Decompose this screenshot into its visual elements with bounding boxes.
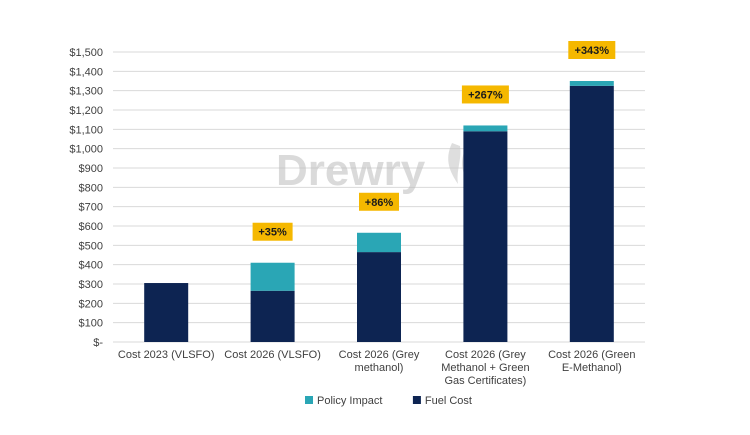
y-tick-label: $900 [79,163,103,175]
watermark-text: Drewry [276,146,426,195]
bar-policy-impact [569,81,614,86]
legend-label: Fuel Cost [425,395,472,407]
legend: Policy Impact Fuel Cost [305,395,472,407]
y-tick-label: $100 [79,318,103,330]
legend-label: Policy Impact [317,395,382,407]
x-category-label: Cost 2026 (Grey methanol) [339,349,420,374]
x-category-label-line: Cost 2026 (Green [548,349,635,361]
percent-badge [252,222,293,241]
bar-policy-impact [250,262,295,291]
y-tick-label: $600 [79,221,103,233]
bar-fuel-cost [569,85,614,342]
bar-policy-impact [357,232,401,253]
bar-policy-impact [463,125,508,132]
y-tick-label: $1,200 [69,105,103,117]
y-tick-label: $500 [79,240,103,252]
y-tick-label: $1,500 [69,47,103,59]
x-category-label-line: Methanol + Green [441,362,529,374]
x-category-label: Cost 2026 (VLSFO) [224,349,321,361]
y-tick-label: $1,100 [69,124,103,136]
y-tick-label: $1,300 [69,86,103,98]
percent-badge-label: +86% [365,197,394,209]
y-tick-label: $700 [79,202,103,214]
bar-fuel-cost [357,252,401,342]
x-category-label: Cost 2023 (VLSFO) [118,349,215,361]
x-category-label-line: E-Methanol) [562,362,622,374]
y-tick-label: $200 [79,298,103,310]
x-category-label: Cost 2026 (Green E-Methanol) [548,349,635,374]
x-category-label-line: Cost 2026 (VLSFO) [224,349,321,361]
legend-swatch [412,396,421,404]
legend-swatch [305,396,313,404]
percent-badge [461,85,509,104]
x-category-label-line: methanol) [355,362,404,374]
y-tick-label: $800 [79,182,103,194]
x-category-label-line: Gas Certificates) [444,375,526,387]
x-category-label-line: Cost 2026 (Grey [445,349,526,361]
y-tick-label: $- [93,337,103,349]
x-category-label-line: Cost 2023 (VLSFO) [118,349,215,361]
percent-badge-label: +267% [468,89,503,101]
percent-badge-label: +343% [575,45,610,57]
bar-fuel-cost [250,290,295,342]
y-tick-label: $300 [79,279,103,291]
percent-badge [568,41,616,59]
x-category-label-line: Cost 2026 (Grey [339,349,420,361]
bar-fuel-cost [463,131,508,342]
percent-badge [359,192,399,211]
y-tick-label: $400 [79,260,103,272]
flame-icon [448,143,461,184]
percent-badge-label: +35% [258,227,287,239]
y-tick-label: $1,400 [69,66,103,78]
bar-fuel-cost [144,283,189,342]
y-tick-label: $1,000 [69,144,103,156]
x-category-label: Cost 2026 (Grey Methanol + Green Gas Certi… [441,349,529,387]
